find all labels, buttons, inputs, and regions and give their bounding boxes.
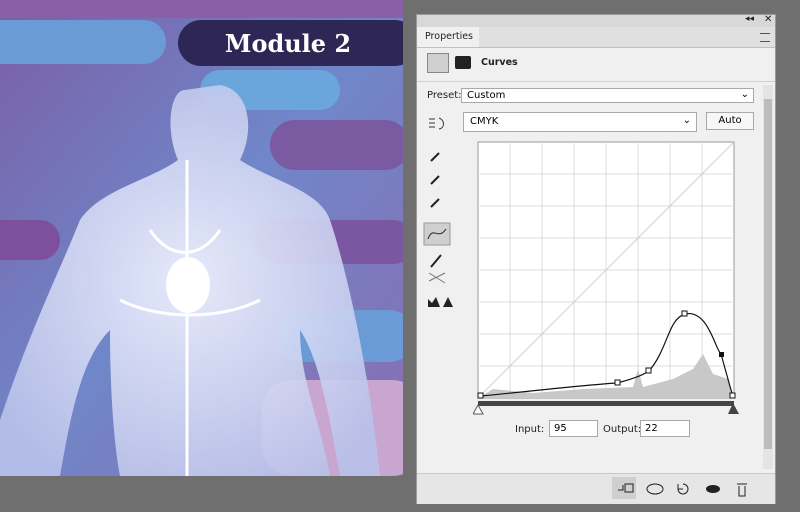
dropdown-arrow: ⌄ [740, 89, 749, 100]
auto-button[interactable]: Auto [706, 112, 754, 130]
gradient-bar [478, 401, 734, 406]
tab[interactable]: Properties [417, 27, 479, 47]
scrollbar[interactable] [763, 85, 773, 469]
view-previous[interactable] [646, 483, 664, 495]
input-field[interactable]: 95 [549, 420, 598, 437]
baseline [477, 141, 735, 399]
dropdown-arrow: ⌄ [682, 115, 691, 126]
preset-dropdown[interactable]: Custom ⌄ [461, 88, 754, 103]
channel-dropdown[interactable]: CMYK ⌄ [463, 112, 697, 132]
histogram [478, 354, 734, 398]
bottom-toolbar [417, 473, 775, 504]
selected-point[interactable] [719, 352, 724, 357]
tab-bar: Properties [417, 27, 775, 48]
preset-value: Custom [467, 90, 506, 101]
toggle-visibility[interactable] [706, 485, 720, 493]
clip-to-layer[interactable] [612, 477, 636, 499]
input-label: Input: [515, 424, 545, 435]
delete[interactable] [737, 483, 747, 497]
banner [178, 20, 403, 66]
gray-eyedropper[interactable] [430, 175, 440, 185]
channel-value: CMYK [470, 116, 499, 127]
stripe [270, 120, 403, 170]
output-label: Output: [603, 424, 642, 435]
panel-header: ◂◂ ✕ [417, 14, 775, 27]
black-slider[interactable] [728, 403, 739, 414]
smooth-tool[interactable] [428, 272, 446, 284]
target-adjust-tool[interactable] [427, 115, 447, 131]
properties-panel: ◂◂ ✕ Properties Curves Preset: Custom ⌄ C… [416, 14, 776, 504]
mask-icon[interactable] [455, 56, 471, 69]
stripe [0, 0, 403, 18]
banner-text: Module 2 [225, 29, 351, 58]
white-slider[interactable] [473, 403, 484, 415]
separator [417, 81, 775, 82]
curve-points [477, 310, 736, 399]
stripe [0, 20, 166, 64]
white-eyedropper[interactable] [430, 198, 440, 208]
scroll-thumb[interactable] [764, 99, 772, 449]
adjustment-name: Curves [481, 57, 518, 68]
panel-menu[interactable] [760, 33, 770, 42]
tools [423, 152, 453, 307]
clipping-warning[interactable] [428, 297, 453, 307]
curves-icon[interactable] [427, 53, 449, 73]
reset[interactable] [677, 483, 689, 495]
stripe [0, 220, 60, 260]
pencil-tool[interactable] [430, 254, 442, 268]
curves-graph [473, 141, 739, 415]
vessels [119, 160, 261, 476]
close-button[interactable]: ✕ [764, 14, 773, 25]
document-canvas: Module 2 [0, 0, 403, 476]
collapse-button[interactable]: ◂◂ [745, 14, 755, 24]
toolbar-icons [618, 483, 747, 497]
output-field[interactable]: 22 [640, 420, 690, 437]
preset-label: Preset: [427, 90, 462, 101]
curve-icon [427, 228, 447, 240]
clip-icon [618, 483, 634, 493]
black-eyedropper[interactable] [430, 152, 440, 162]
